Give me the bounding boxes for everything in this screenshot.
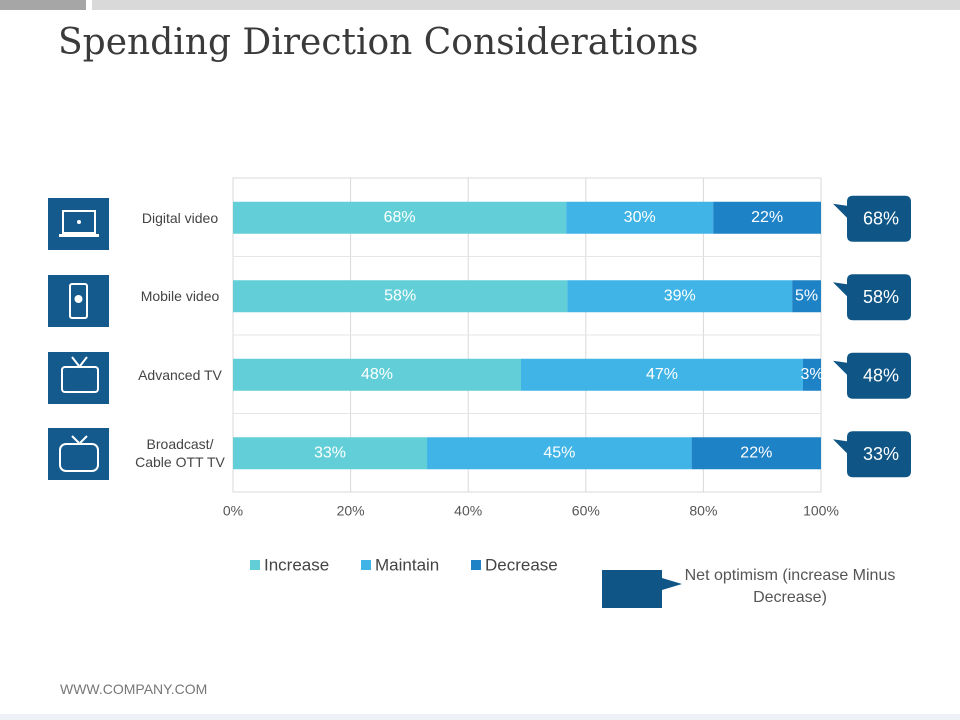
legend-marker [361,560,371,570]
title: Spending Direction Considerations [58,22,699,63]
data-label: 22% [751,209,783,226]
icon-tv [79,435,88,444]
x-tick-label: 40% [454,503,482,519]
net-optimism-label: 48% [863,366,899,386]
bottom-bar [0,714,960,720]
x-tick-label: 20% [337,503,365,519]
bar-segment [233,280,568,313]
icon-tv [71,435,80,444]
x-tick-label: 80% [689,503,717,519]
icon-tv [61,366,99,393]
legend-marker [471,560,481,570]
icon-bg [48,198,109,250]
bar-segment [427,437,692,470]
data-label: 58% [384,287,416,304]
x-tick-label: 0% [223,503,243,519]
icon-bg [48,428,109,480]
bar-segment [567,280,793,313]
category-label: Digital video [141,209,219,226]
bar-segment [566,201,714,234]
icon-phone [69,283,88,319]
data-label: 68% [384,209,416,226]
bar-segment [233,358,521,391]
net-optimism-callout [833,195,911,242]
icon-tv [59,443,99,472]
bar-segment [691,437,821,470]
bar-segment [521,358,803,391]
bar-segment [233,201,567,234]
bar-segment [713,201,821,234]
category-label: Broadcast/ Cable OTT TV [135,436,225,471]
net-optimism-callout [833,274,911,321]
net-optimism-callout [833,431,911,478]
net-optimism-label: 33% [863,444,899,464]
category-label: Advanced TV [138,366,222,383]
icons [48,198,109,480]
data-label: 39% [664,287,696,304]
icon-bg [48,352,109,404]
icon-phone [74,295,83,303]
data-label: 45% [543,444,575,461]
note-callout [602,570,682,608]
icon-tv [71,356,80,367]
x-tick-label: 100% [803,503,839,519]
category-label: Mobile video [140,288,220,305]
data-label: 5% [795,287,818,304]
top-bar [0,0,86,10]
data-label: 48% [361,366,393,383]
icon-laptop [59,234,99,237]
net-optimism-label: 68% [863,209,899,229]
legend-label: Increase [264,555,329,574]
net-optimism-callout [833,352,911,399]
net-optimism-note: Net optimism (increase Minus Decrease) [684,567,896,606]
legend-label: Maintain [375,555,439,574]
data-label: 22% [740,444,772,461]
x-tick-label: 60% [572,503,600,519]
icon-laptop [62,210,96,234]
bar-segment [792,280,821,313]
net-optimism-label: 58% [863,287,899,307]
data-label: 47% [646,366,678,383]
legend-label: Decrease [485,555,558,574]
legend-marker [250,560,260,570]
data-label: 3% [800,366,823,383]
icon-laptop [77,220,81,224]
top-bar [92,0,960,10]
bar-segment [803,358,821,391]
data-label: 33% [314,444,346,461]
icon-tv [79,356,88,367]
data-label: 30% [624,209,656,226]
bar-segment [233,437,428,470]
footer: WWW.COMPANY.COM [60,681,208,697]
